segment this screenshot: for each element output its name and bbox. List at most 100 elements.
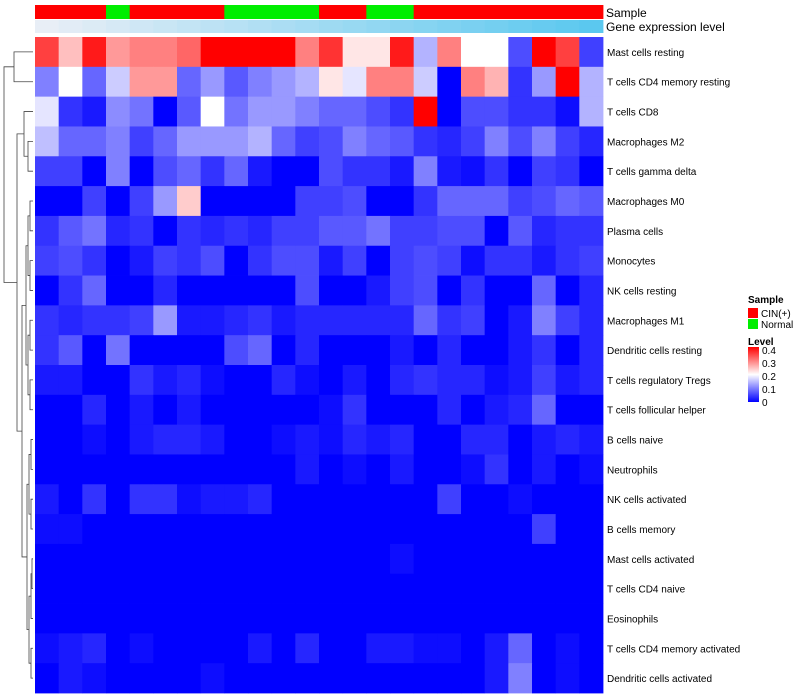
heatmap-cell [366,215,391,247]
heatmap-cell [579,663,604,694]
heatmap-cell [295,484,320,515]
gene-level-annotation-16 [413,20,438,33]
sample-annotation-16 [413,5,438,19]
heatmap-cell [532,275,557,306]
heatmap-cell [35,275,60,306]
heatmap-cell [366,394,391,426]
heatmap-cell [461,245,486,276]
heatmap-cell [224,156,249,187]
heatmap-cell [200,424,225,455]
heatmap-cell [579,424,604,455]
heatmap-cell [82,335,107,366]
heatmap-cell [437,96,462,127]
heatmap-cell [555,484,580,515]
heatmap-cell [461,663,486,694]
sample-annotation-21 [532,5,557,19]
heatmap-cell [248,186,273,217]
heatmap-cell [319,394,344,426]
heatmap-cell [366,543,391,575]
heatmap-cell [271,37,296,68]
heatmap-cell [461,365,486,396]
heatmap-cell [461,603,486,634]
heatmap-cell [106,484,131,515]
heatmap-cell [82,215,107,247]
heatmap-cell [82,186,107,217]
heatmap-cell [342,126,367,157]
heatmap-cell [508,454,533,485]
sample-annotation-1 [58,5,83,19]
heatmap-cell [413,663,438,694]
heatmap-cell [35,573,60,604]
heatmap-cell [319,424,344,455]
heatmap-cell [271,514,296,545]
heatmap-cell [200,66,225,98]
row-label: T cells CD4 naive [607,585,686,596]
heatmap-cell [271,186,296,217]
heatmap-cell [248,275,273,306]
sample-annotation-11 [295,5,320,19]
heatmap-cell [248,543,273,575]
heatmap-cell [177,66,202,98]
heatmap-cell [579,305,604,336]
legend-level-title: Level [748,337,774,348]
heatmap-cell [366,663,391,694]
heatmap-cell [437,156,462,187]
heatmap-cell [271,603,296,634]
heatmap-cell [82,424,107,455]
gene-level-annotation-6 [177,20,202,33]
heatmap-cell [200,514,225,545]
heatmap-cell [129,126,154,157]
heatmap-cell [58,305,83,336]
heatmap-cell [295,543,320,575]
heatmap-cell [319,275,344,306]
heatmap-cell [271,156,296,187]
heatmap-cell [82,454,107,485]
heatmap-cell [153,394,178,426]
heatmap-cell [342,573,367,604]
heatmap-cell [461,424,486,455]
heatmap-cell [200,245,225,276]
heatmap-cell [366,454,391,485]
heatmap-cell [200,37,225,68]
heatmap-cell [224,603,249,634]
heatmap-cell [129,365,154,396]
heatmap-cell [295,96,320,127]
heatmap-cell [413,365,438,396]
heatmap-cell [200,663,225,694]
heatmap-cell [579,394,604,426]
gene-level-annotation-15 [390,20,415,33]
gene-level-annotation-17 [437,20,462,33]
heatmap-cell [248,514,273,545]
heatmap-cell [106,603,131,634]
heatmap-cell [484,66,509,98]
heatmap-cell [342,66,367,98]
heatmap-cell [532,126,557,157]
sample-annotation-14 [366,5,391,19]
dendrogram-branch [29,200,33,232]
heatmap-cell [129,633,154,664]
heatmap-cell [177,603,202,634]
heatmap-cell [295,126,320,157]
heatmap-cell [82,37,107,68]
row-label: Macrophages M1 [607,316,685,327]
heatmap-cell [153,156,178,187]
legend-label-cin: CIN(+) [761,309,791,320]
heatmap-cell [35,215,60,247]
row-label: Monocytes [607,257,655,268]
gene-level-annotation-0 [35,20,60,33]
heatmap-cell [413,424,438,455]
legend-swatch-normal [748,319,758,329]
heatmap-cell [555,275,580,306]
heatmap-cell [508,37,533,68]
heatmap-cell [413,66,438,98]
heatmap-cell [177,37,202,68]
heatmap-cell [271,633,296,664]
legend-swatch-cin [748,308,758,318]
gene-level-annotation-20 [508,20,533,33]
heatmap-cell [484,454,509,485]
heatmap-cell [295,365,320,396]
heatmap-cell [532,454,557,485]
heatmap-cell [129,156,154,187]
heatmap-cell [390,484,415,515]
gene-level-annotation-4 [129,20,154,33]
